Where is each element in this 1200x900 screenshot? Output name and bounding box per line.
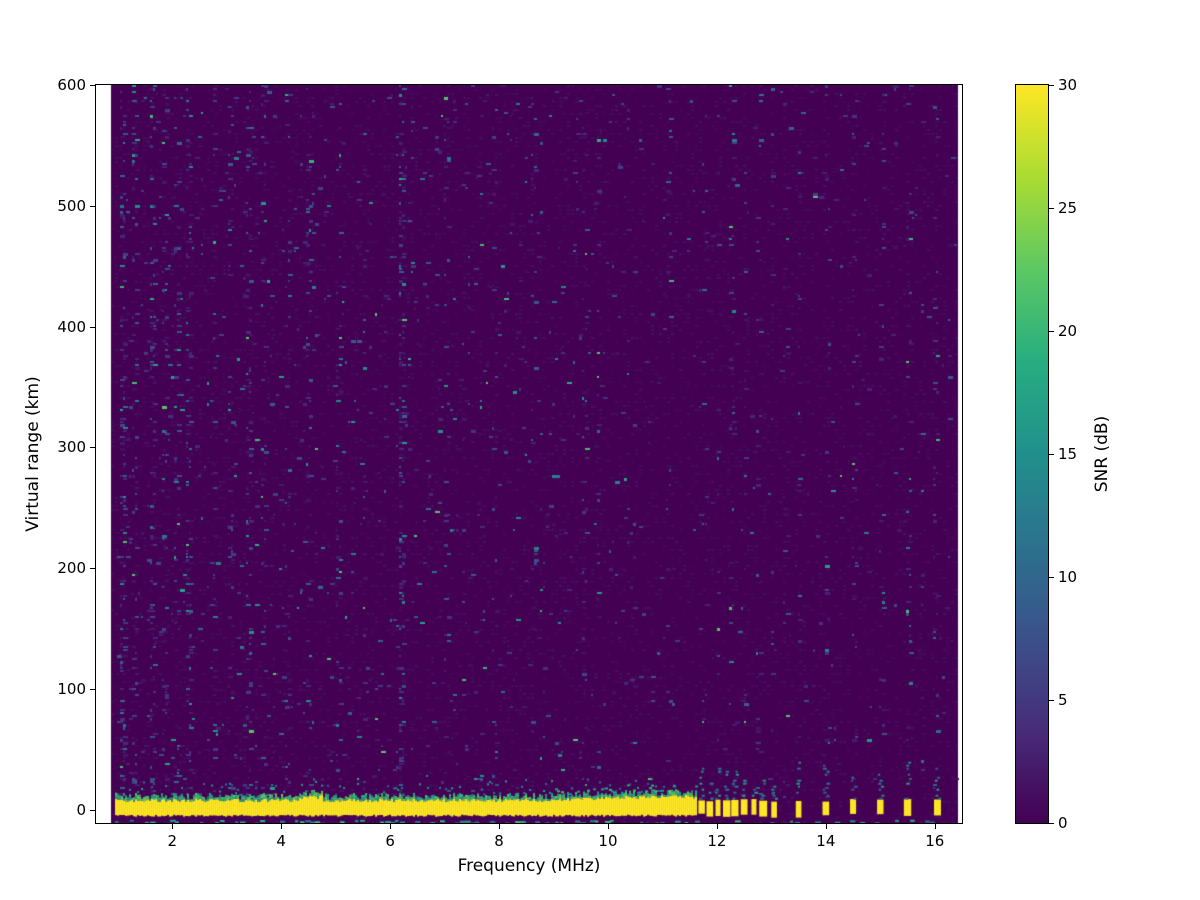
x-tick-mark: [390, 824, 392, 829]
colorbar-tick-label: 20: [1058, 322, 1078, 340]
x-tick-mark: [499, 824, 501, 829]
y-tick-label: 400: [57, 317, 86, 336]
colorbar-label: SNR (dB): [1092, 415, 1112, 493]
x-tick-label: 2: [167, 832, 178, 850]
x-tick-label: 14: [816, 832, 836, 850]
x-axis-label: Frequency (MHz): [457, 856, 601, 876]
y-tick-mark: [90, 809, 95, 811]
colorbar-tick-mark: [1049, 208, 1054, 209]
x-tick-label: 10: [598, 832, 618, 850]
y-tick-label: 300: [57, 438, 86, 457]
x-tick-label: 12: [707, 832, 727, 850]
colorbar-tick-mark: [1049, 577, 1054, 578]
y-axis-label: Virtual range (km): [23, 376, 43, 532]
y-tick-label: 100: [57, 679, 86, 698]
y-tick-mark: [90, 447, 95, 449]
x-tick-mark: [172, 824, 174, 829]
colorbar-tick-mark: [1049, 85, 1054, 86]
y-tick-mark: [90, 326, 95, 328]
colorbar-tick-mark: [1049, 331, 1054, 332]
colorbar-tick-label: 5: [1058, 691, 1068, 709]
x-tick-mark: [934, 824, 936, 829]
heatmap-canvas: [95, 84, 963, 824]
x-tick-mark: [716, 824, 718, 829]
colorbar-tick-label: 30: [1058, 76, 1078, 94]
colorbar-tick-label: 15: [1058, 445, 1078, 463]
colorbar-gradient: [1015, 84, 1049, 824]
x-tick-mark: [825, 824, 827, 829]
x-tick-label: 4: [276, 832, 286, 850]
colorbar-tick-label: 0: [1058, 814, 1068, 832]
y-tick-mark: [90, 688, 95, 690]
y-tick-label: 200: [57, 559, 86, 578]
x-tick-label: 16: [925, 832, 945, 850]
colorbar-tick-label: 25: [1058, 199, 1078, 217]
y-tick-label: 600: [57, 76, 86, 94]
y-tick-label: 500: [57, 196, 86, 215]
colorbar-tick-mark: [1049, 700, 1054, 701]
x-tick-mark: [607, 824, 609, 829]
colorbar-tick-label: 10: [1058, 568, 1078, 586]
y-tick-mark: [90, 568, 95, 570]
x-tick-label: 8: [494, 832, 504, 850]
colorbar-tick-mark: [1049, 454, 1054, 455]
y-tick-label: 0: [76, 800, 86, 819]
x-tick-label: 6: [385, 832, 395, 850]
x-tick-mark: [281, 824, 283, 829]
colorbar-tick-mark: [1049, 823, 1054, 824]
y-tick-mark: [90, 205, 95, 207]
y-tick-mark: [90, 85, 95, 86]
